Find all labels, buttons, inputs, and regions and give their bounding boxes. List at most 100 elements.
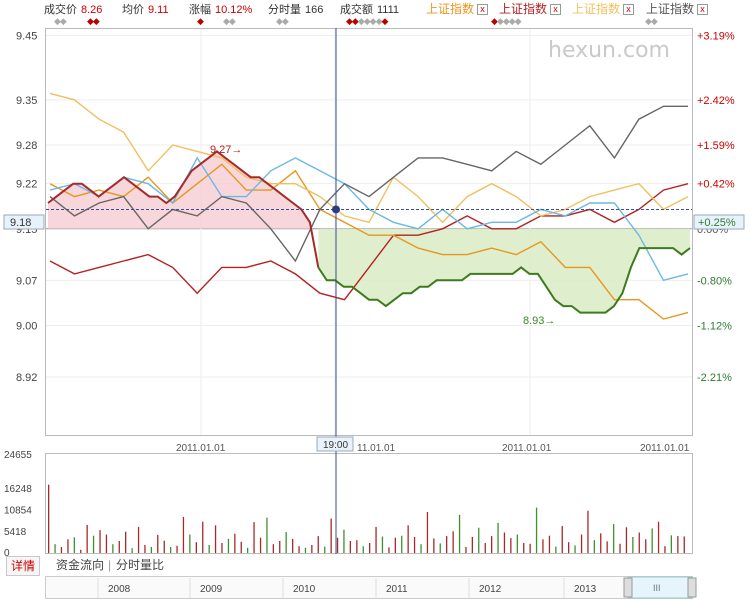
x-tick-label: 2011.01.01 bbox=[502, 443, 552, 454]
volume-bar bbox=[548, 535, 551, 553]
marker-icons: ◆◆ bbox=[54, 16, 67, 26]
y-tick-label: 9.35 bbox=[16, 95, 37, 107]
volume-bar bbox=[247, 547, 249, 553]
volume-bar bbox=[407, 525, 409, 553]
volume-bar bbox=[195, 542, 197, 553]
amount-item: 成交额 1111 bbox=[340, 4, 399, 16]
y-tick-label: 9.07 bbox=[16, 275, 37, 287]
volume-bar bbox=[80, 549, 82, 553]
volume-bar bbox=[266, 517, 268, 553]
volume-bar bbox=[227, 538, 230, 553]
pct-tag: +0.25% bbox=[698, 217, 736, 229]
index-tab-2-label[interactable]: 上证指数 bbox=[499, 2, 548, 16]
low-annotation: 8.93→ bbox=[523, 315, 555, 327]
volume-bar bbox=[465, 547, 467, 553]
navigator-year: 2012 bbox=[479, 584, 502, 595]
volume-label: 分时量 bbox=[268, 4, 301, 16]
volume-item: 分时量 166 bbox=[268, 4, 323, 16]
volume-bar bbox=[176, 545, 178, 553]
series-line-1 bbox=[49, 183, 689, 301]
index-tab-4[interactable]: 上证指数 x bbox=[646, 2, 709, 16]
tab-separator: | bbox=[108, 558, 112, 572]
volume-bar bbox=[677, 536, 679, 553]
volume-bar bbox=[112, 544, 114, 553]
index-tab-3-label[interactable]: 上证指数 bbox=[572, 2, 621, 16]
tab-volume-ratio[interactable]: 分时量比 bbox=[116, 558, 165, 572]
index-tab-3[interactable]: 上证指数 x bbox=[572, 2, 635, 16]
change-value: 10.12% bbox=[215, 4, 253, 16]
tab-fund-flow[interactable]: 资金流向 bbox=[56, 558, 105, 572]
time-tag-box bbox=[316, 436, 354, 452]
volume-bar bbox=[458, 514, 461, 553]
series-line-5 bbox=[49, 105, 688, 263]
volume-bar bbox=[401, 535, 403, 553]
change-label: 涨幅 bbox=[189, 4, 211, 16]
volume-bar bbox=[349, 541, 351, 553]
y-axis-left: 9.459.359.289.229.159.079.008.92 bbox=[16, 30, 37, 384]
volume-bar bbox=[163, 540, 165, 553]
navigator-grip-icon[interactable]: III bbox=[653, 583, 661, 593]
volume-bar bbox=[535, 507, 538, 553]
volume-bar bbox=[471, 536, 473, 553]
volume-bar bbox=[645, 539, 647, 553]
volume-bar bbox=[632, 536, 634, 553]
volume-bar bbox=[131, 548, 133, 553]
volume-tick-label: 10854 bbox=[4, 505, 32, 516]
close-price-item: 成交价 8.26 bbox=[44, 4, 102, 16]
volume-bar bbox=[446, 536, 448, 553]
y-tick-label: 9.28 bbox=[16, 140, 37, 152]
index-tab-1[interactable]: 上证指数 x bbox=[426, 2, 489, 16]
amount-value: 1111 bbox=[377, 4, 400, 16]
y-pct-label: +0.42% bbox=[697, 179, 735, 191]
volume-bar bbox=[182, 516, 185, 553]
price-tag-box bbox=[3, 214, 45, 230]
volume-bar bbox=[292, 538, 294, 553]
close-icon[interactable]: x bbox=[550, 4, 562, 15]
close-icon[interactable]: x bbox=[477, 4, 489, 15]
amount-label: 成交额 bbox=[340, 4, 373, 16]
close-icon[interactable]: x bbox=[623, 4, 635, 15]
close-price-label: 成交价 bbox=[44, 4, 77, 16]
close-icon[interactable]: x bbox=[697, 4, 709, 15]
volume-bar bbox=[491, 536, 493, 553]
volume-bars bbox=[48, 484, 685, 553]
navigator-right-handle[interactable] bbox=[687, 577, 697, 598]
navigator-year: 2011 bbox=[386, 584, 408, 595]
volume-bar bbox=[221, 543, 223, 553]
index-tab-1-label[interactable]: 上证指数 bbox=[426, 2, 475, 16]
volume-bar bbox=[324, 546, 326, 553]
index-tab-2[interactable]: 上证指数 x bbox=[499, 2, 562, 16]
avg-price-value: 9.11 bbox=[148, 4, 169, 16]
pct-tag-box bbox=[693, 214, 745, 230]
volume-bar bbox=[413, 536, 416, 553]
navigator-left-handle[interactable] bbox=[623, 577, 633, 598]
avg-price-item: 均价 9.11 bbox=[122, 4, 169, 16]
price-panel-frame bbox=[45, 28, 693, 436]
volume-bar bbox=[381, 536, 384, 553]
volume-bar bbox=[523, 543, 525, 553]
avg-price-label: 均价 bbox=[122, 4, 144, 16]
volume-bar bbox=[60, 547, 63, 553]
volume-bar bbox=[362, 546, 364, 553]
volume-bar bbox=[625, 527, 628, 553]
marker-icons: ◆◆ bbox=[645, 16, 658, 26]
quote-bar: 成交价 8.26 均价 9.11 涨幅 10.12% 分时量 166 成交额 1111 上… bbox=[0, 0, 756, 26]
volume-value: 166 bbox=[305, 4, 324, 16]
marker-icons: ◆◆ bbox=[223, 16, 236, 26]
volume-bar bbox=[234, 533, 236, 553]
volume-bar bbox=[683, 536, 685, 553]
watermark: hexun.com bbox=[548, 38, 670, 63]
detail-button[interactable]: 详情 bbox=[6, 556, 40, 576]
index-tab-4-label[interactable]: 上证指数 bbox=[646, 2, 695, 16]
volume-bar bbox=[439, 543, 441, 553]
marker-icons: ◆◆ bbox=[276, 16, 289, 26]
x-tick-label: 11.01.01 bbox=[357, 443, 396, 454]
volume-bar bbox=[394, 537, 396, 553]
volume-bar bbox=[253, 522, 255, 553]
navigator-years: 2008 2009 2010 2011 2012 2013 bbox=[97, 578, 597, 598]
volume-bar bbox=[452, 531, 454, 553]
volume-tick-label: 5418 bbox=[4, 527, 27, 538]
volume-tick-label: 0 bbox=[4, 548, 10, 559]
volume-bar bbox=[606, 541, 608, 553]
